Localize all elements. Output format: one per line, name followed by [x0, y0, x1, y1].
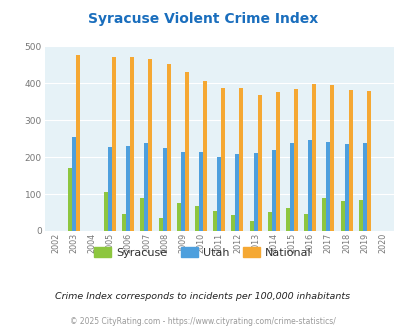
Bar	[366, 91, 370, 231]
Bar	[326, 142, 330, 231]
Bar	[235, 154, 239, 231]
Bar	[358, 200, 362, 231]
Bar	[307, 141, 311, 231]
Bar	[108, 147, 112, 231]
Bar	[72, 138, 76, 231]
Bar	[303, 214, 307, 231]
Bar	[162, 148, 166, 231]
Bar	[126, 147, 130, 231]
Bar	[180, 151, 184, 231]
Bar	[158, 218, 162, 231]
Bar	[340, 201, 344, 231]
Text: © 2025 CityRating.com - https://www.cityrating.com/crime-statistics/: © 2025 CityRating.com - https://www.city…	[70, 317, 335, 326]
Bar	[177, 203, 180, 231]
Bar	[166, 64, 170, 231]
Bar	[311, 84, 315, 231]
Bar	[68, 168, 72, 231]
Bar	[253, 153, 257, 231]
Bar	[275, 92, 279, 231]
Bar	[112, 57, 116, 231]
Bar	[148, 59, 152, 231]
Bar	[213, 211, 217, 231]
Bar	[217, 157, 221, 231]
Legend: Syracuse, Utah, National: Syracuse, Utah, National	[92, 245, 313, 260]
Bar	[140, 198, 144, 231]
Bar	[122, 214, 126, 231]
Bar	[249, 221, 253, 231]
Bar	[330, 85, 334, 231]
Bar	[347, 90, 352, 231]
Bar	[194, 206, 198, 231]
Bar	[271, 150, 275, 231]
Bar	[221, 88, 225, 231]
Text: Crime Index corresponds to incidents per 100,000 inhabitants: Crime Index corresponds to incidents per…	[55, 292, 350, 301]
Bar	[104, 192, 108, 231]
Bar	[257, 95, 261, 231]
Bar	[184, 72, 188, 231]
Text: Syracuse Violent Crime Index: Syracuse Violent Crime Index	[87, 12, 318, 25]
Bar	[202, 81, 207, 231]
Bar	[293, 89, 297, 231]
Bar	[76, 55, 79, 231]
Bar	[144, 143, 148, 231]
Bar	[231, 215, 235, 231]
Bar	[267, 212, 271, 231]
Bar	[322, 198, 326, 231]
Bar	[362, 144, 366, 231]
Bar	[239, 88, 243, 231]
Bar	[198, 151, 202, 231]
Bar	[289, 143, 293, 231]
Bar	[130, 56, 134, 231]
Bar	[344, 144, 347, 231]
Bar	[285, 208, 289, 231]
